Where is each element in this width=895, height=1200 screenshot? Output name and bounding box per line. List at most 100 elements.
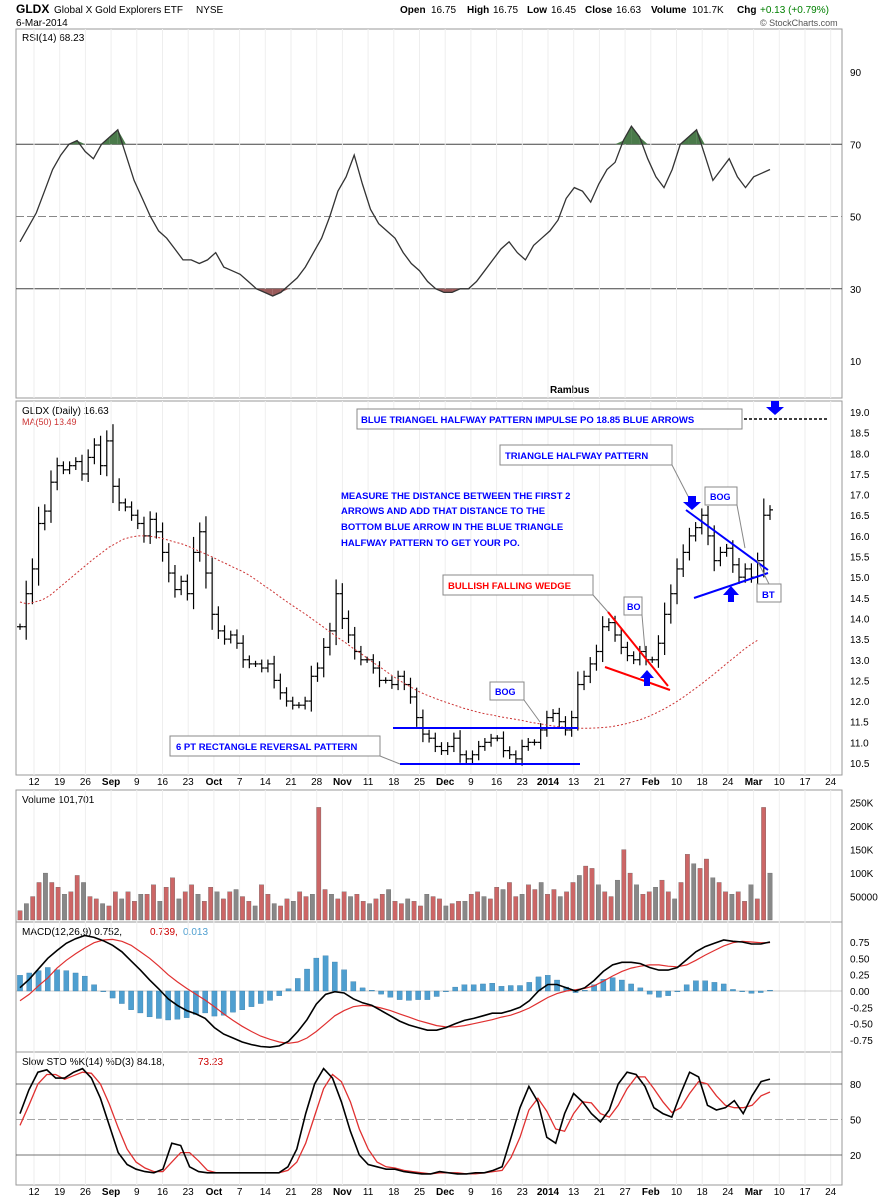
macd-hist-bar bbox=[748, 990, 755, 994]
volume-bar bbox=[710, 877, 716, 921]
macd-hist-bar bbox=[498, 986, 505, 992]
price-bar bbox=[339, 583, 346, 630]
price-bar bbox=[370, 654, 377, 674]
macd-hist-bar bbox=[582, 990, 588, 992]
price-bar bbox=[72, 457, 79, 471]
x-axis-label: 26 bbox=[80, 777, 92, 788]
volume-bar bbox=[576, 875, 582, 921]
x-axis-label: 10 bbox=[774, 1187, 786, 1198]
macd-hist-bar bbox=[369, 990, 375, 992]
price-bar bbox=[78, 454, 85, 481]
macd-hist-bar bbox=[82, 975, 88, 992]
price-tick-label: 16.0 bbox=[850, 532, 870, 543]
macd-hist-bar bbox=[211, 990, 218, 1017]
volume-bar bbox=[418, 905, 423, 921]
macd-hist-bar bbox=[100, 990, 107, 992]
price-bar bbox=[295, 702, 302, 709]
price-bar bbox=[29, 558, 36, 605]
macd-hist-bar bbox=[119, 990, 125, 1004]
price-bar bbox=[624, 641, 631, 662]
price-bar bbox=[729, 540, 736, 573]
volume-bar bbox=[392, 901, 398, 921]
price-tick-label: 13.0 bbox=[850, 656, 870, 667]
price-bar bbox=[605, 618, 612, 632]
macd-hist-bar bbox=[757, 990, 764, 993]
price-bar bbox=[171, 564, 178, 598]
volume-bar bbox=[507, 882, 512, 921]
volume-bar bbox=[208, 887, 214, 921]
price-bar bbox=[674, 558, 681, 605]
volume-bar bbox=[310, 894, 315, 921]
x-axis-label: Nov bbox=[333, 1187, 352, 1198]
x-axis-label: 21 bbox=[285, 1187, 297, 1198]
measure-note-2: ARROWS AND ADD THAT DISTANCE TO THE bbox=[341, 506, 545, 517]
sto-d-label: 73.23 bbox=[198, 1057, 223, 1068]
price-bar bbox=[246, 655, 253, 669]
macd-hist-bar bbox=[220, 990, 227, 1016]
wedge-up-arrow-icon bbox=[640, 670, 654, 686]
volume-bar bbox=[685, 854, 690, 921]
x-axis-label: 25 bbox=[414, 1187, 426, 1198]
x-axis-label: 24 bbox=[825, 1187, 837, 1198]
price-bar bbox=[519, 739, 526, 766]
price-bar bbox=[109, 424, 116, 504]
volume-bar bbox=[55, 887, 61, 921]
volume-bar bbox=[214, 891, 220, 921]
measure-note-4: HALFWAY PATTERN TO GET YOUR PO. bbox=[341, 538, 520, 549]
macd-hist-bar bbox=[267, 990, 273, 1001]
volume-bar bbox=[704, 858, 709, 921]
price-bar bbox=[233, 629, 240, 649]
volume-bar bbox=[742, 901, 747, 921]
macd-tick-label: 0.75 bbox=[850, 938, 870, 949]
price-bar bbox=[661, 602, 668, 656]
price-frame bbox=[15, 400, 843, 776]
macd-hist-bar bbox=[711, 982, 718, 992]
price-bar bbox=[178, 575, 185, 596]
price-tick-label: 11.0 bbox=[850, 738, 869, 749]
price-tick-label: 13.5 bbox=[850, 635, 870, 646]
price-bar bbox=[767, 505, 773, 520]
x-axis-label: 13 bbox=[568, 777, 580, 788]
volume-bar bbox=[163, 887, 169, 921]
volume-bar bbox=[112, 891, 118, 921]
macd-hist-bar bbox=[480, 983, 486, 992]
macd-hist-bar bbox=[619, 979, 625, 992]
measure-note-3: BOTTOM BLUE ARROW IN THE BLUE TRIANGLE bbox=[341, 522, 563, 533]
volume-bar bbox=[411, 901, 417, 921]
rsi-overbought-fill bbox=[615, 140, 624, 145]
x-axis-label: 11 bbox=[363, 777, 374, 788]
watermark: © StockCharts.com bbox=[760, 18, 838, 28]
x-axis-label: 27 bbox=[620, 1187, 632, 1198]
macd-hist-bar bbox=[396, 990, 403, 1000]
price-bar bbox=[221, 625, 228, 645]
price-tick-label: 14.5 bbox=[850, 594, 870, 605]
sto-layer bbox=[19, 1067, 771, 1175]
triangle-lower-line bbox=[693, 572, 769, 599]
x-axis-label: 21 bbox=[285, 777, 297, 788]
price-tick-label: 18.5 bbox=[850, 429, 870, 440]
sto-frame bbox=[15, 1051, 843, 1186]
panel-frames bbox=[15, 28, 843, 1186]
volume-bar bbox=[265, 894, 271, 921]
x-axis-label: 18 bbox=[697, 1187, 709, 1198]
volume-bar bbox=[100, 903, 105, 921]
volume-bar bbox=[456, 901, 461, 921]
macd-hist-bar bbox=[665, 990, 671, 996]
price-bar bbox=[760, 498, 767, 578]
volume-bar bbox=[691, 863, 697, 921]
rsi-overbought-fill bbox=[696, 129, 705, 145]
volume-bar bbox=[278, 905, 283, 921]
macd-hist-bar bbox=[646, 990, 653, 995]
close-value: 16.63 bbox=[616, 5, 641, 16]
rsi-tick-label: 70 bbox=[850, 140, 862, 151]
macd-hist-bar bbox=[683, 984, 690, 992]
x-axis-label: 24 bbox=[825, 777, 837, 788]
macd-hist-bar bbox=[767, 989, 773, 992]
volume-tick-label: 200K bbox=[850, 822, 874, 833]
macd-signal-label: 0.739, bbox=[150, 927, 178, 938]
macd-hist-bar bbox=[406, 990, 412, 1001]
x-axis-label: Feb bbox=[642, 1187, 660, 1198]
x-axis-label: 28 bbox=[311, 777, 323, 788]
price-bar bbox=[258, 659, 265, 673]
volume-bar bbox=[608, 896, 614, 921]
